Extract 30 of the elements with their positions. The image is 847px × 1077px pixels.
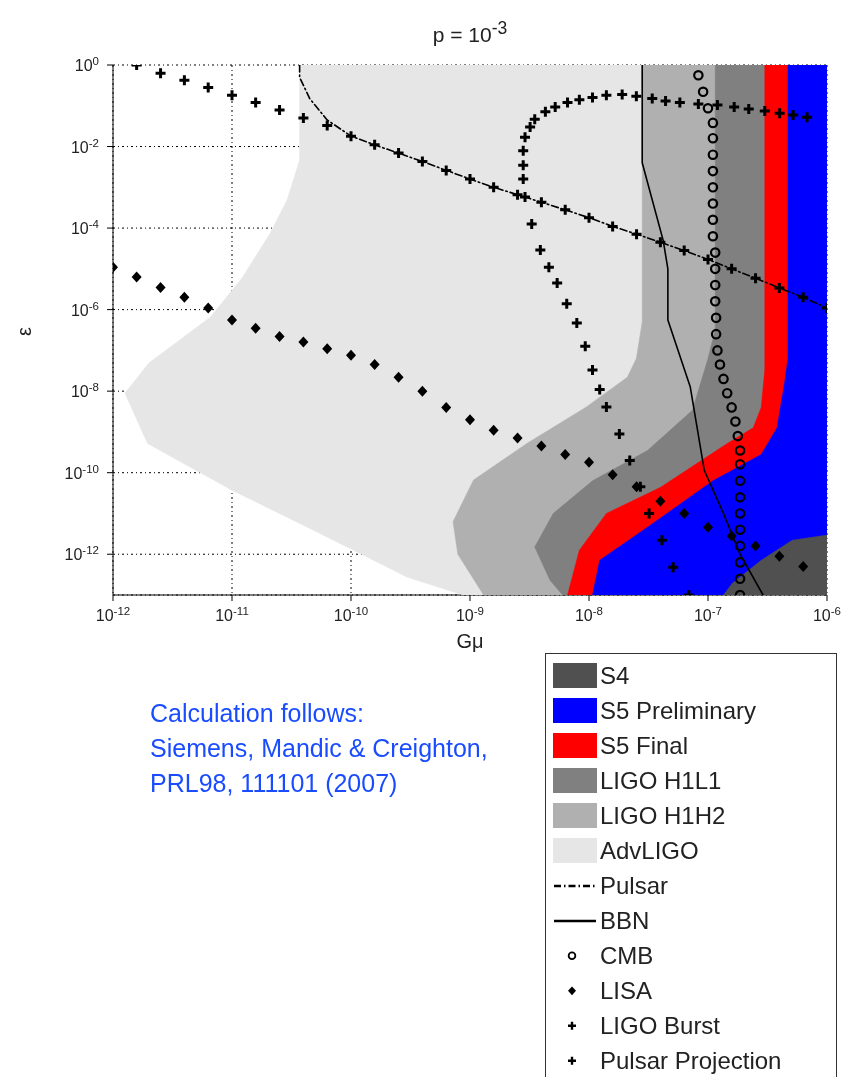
legend-label: CMB — [600, 941, 654, 970]
y-tick-label: 10$^{-2}$ — [70, 136, 99, 156]
legend-label: S4 — [600, 661, 630, 690]
y-tick-label: 10$^{-12}$ — [64, 544, 99, 564]
chart-title: p = 10$^{-3}$ — [431, 18, 509, 47]
x-tick-label: 10$^{-9}$ — [455, 605, 485, 624]
legend-label: AdvLIGO — [600, 836, 699, 865]
x-axis-title: Gμ — [455, 630, 485, 653]
y-tick-label: 10$^{-4}$ — [70, 218, 100, 238]
x-tick-label: 10$^{-8}$ — [574, 605, 604, 624]
text: Calculation follows: Siemens, Mandic & Creighton, PRL98, 111101 (2007) — [150, 698, 488, 799]
x-tick-label: 10$^{-10}$ — [333, 605, 369, 624]
legend-label: BBN — [600, 906, 650, 935]
legend-label: Pulsar — [600, 871, 669, 900]
y-tick-label: 10$^{-6}$ — [70, 299, 99, 319]
legend-label: LIGO H1L1 — [600, 766, 722, 795]
x-tick-label: 10$^{-7}$ — [693, 605, 723, 624]
legend-label: S5 Final — [600, 731, 689, 760]
x-tick-label: 10$^{-11}$ — [215, 605, 249, 624]
y-tick-label: 10$^{-10}$ — [64, 462, 99, 482]
legend-label: Pulsar Projection — [600, 1046, 782, 1075]
x-tick-label: 10$^{-6}$ — [812, 605, 842, 624]
legend-label: LISA — [600, 976, 653, 1005]
y-axis-title: ε — [12, 327, 36, 336]
y-tick-label: 10$^{0}$ — [74, 55, 99, 74]
legend-label: LIGO H1H2 — [600, 801, 726, 830]
x-tick-label: 10$^{-12}$ — [95, 605, 131, 624]
legend-label: S5 Preliminary — [600, 696, 757, 725]
legend-label: LIGO Burst — [600, 1011, 721, 1040]
y-tick-label: 10$^{-8}$ — [70, 381, 99, 401]
